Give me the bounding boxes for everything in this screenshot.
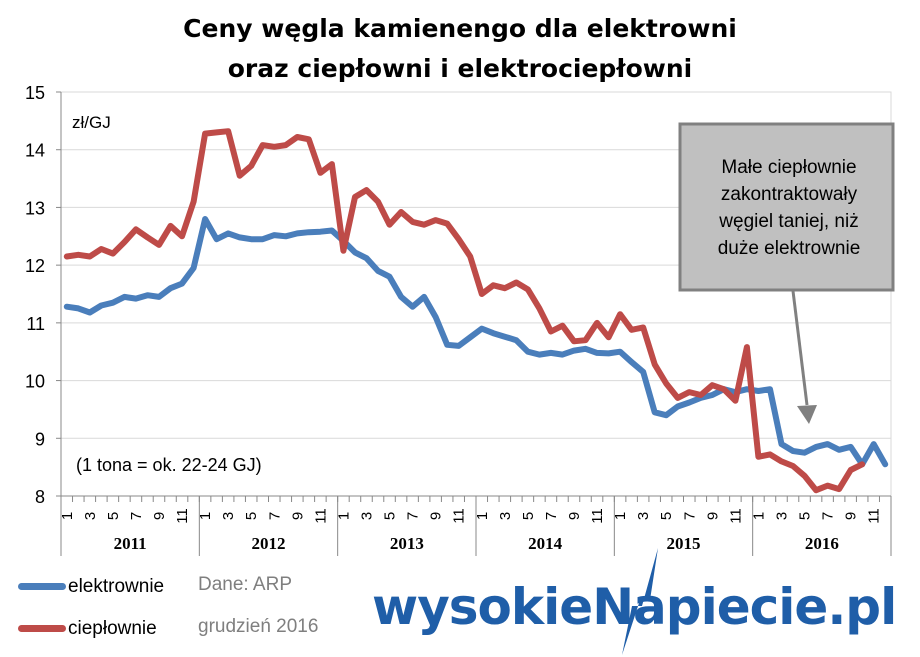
chart-title-line-1: Ceny węgla kamienengo dla elektrowni xyxy=(183,14,737,43)
x-month-label: 9 xyxy=(428,512,445,520)
x-month-label: 11 xyxy=(589,508,606,524)
callout-text-line: Małe ciepłownie xyxy=(721,157,856,178)
x-month-label: 11 xyxy=(312,508,329,524)
legend-swatch-elektrownie xyxy=(18,583,66,591)
x-year-label: 2011 xyxy=(114,534,147,553)
callout-text-line: duże elektrownie xyxy=(718,238,861,259)
x-month-label: 3 xyxy=(773,512,790,520)
x-month-label: 11 xyxy=(727,508,744,524)
x-month-label: 5 xyxy=(243,512,260,520)
x-month-label: 3 xyxy=(635,512,652,520)
y-tick-label: 14 xyxy=(25,141,45,161)
x-month-label: 3 xyxy=(358,512,375,520)
callout-arrow-line xyxy=(791,290,809,406)
x-month-label: 5 xyxy=(105,512,122,520)
y-tick-label: 9 xyxy=(35,429,45,449)
x-month-label: 1 xyxy=(335,512,352,520)
x-month-label: 9 xyxy=(289,512,306,520)
x-year-label: 2016 xyxy=(805,534,839,553)
x-year-label: 2013 xyxy=(390,534,424,553)
x-month-label: 3 xyxy=(220,512,237,520)
series-line-cieplownie xyxy=(63,128,866,494)
x-month-label: 7 xyxy=(128,512,145,520)
source-date: grudzień 2016 xyxy=(198,616,319,637)
x-month-label: 7 xyxy=(405,512,422,520)
callout-text-line: zakontraktowały xyxy=(721,184,858,205)
x-month-label: 1 xyxy=(197,512,214,520)
x-month-label: 9 xyxy=(843,512,860,520)
x-month-label: 9 xyxy=(704,512,721,520)
x-year-label: 2014 xyxy=(528,534,563,553)
chart-title-line-2: oraz ciepłowni i elektrociepłowni xyxy=(227,54,693,83)
x-month-label: 3 xyxy=(497,512,514,520)
x-month-label: 9 xyxy=(566,512,583,520)
x-month-label: 11 xyxy=(451,508,468,524)
callout-box xyxy=(678,122,895,292)
x-month-label: 1 xyxy=(474,512,491,520)
x-month-label: 7 xyxy=(820,512,837,520)
y-tick-label: 15 xyxy=(25,83,45,103)
source-label: Dane: ARP xyxy=(198,574,292,595)
x-month-label: 7 xyxy=(681,512,698,520)
x-month-label: 5 xyxy=(382,512,399,520)
y-axis-unit-label: zł/GJ xyxy=(72,113,111,132)
x-month-label: 1 xyxy=(59,512,76,520)
legend-item-cieplownie: ciepłownie xyxy=(18,618,157,640)
x-month-label: 3 xyxy=(82,512,99,520)
x-year-label: 2015 xyxy=(667,534,701,553)
callout-arrow-head xyxy=(797,405,817,424)
legend-swatch-cieplownie xyxy=(18,625,66,633)
y-tick-label: 12 xyxy=(25,256,45,276)
brand-logo: wysokieNapiecie.pl xyxy=(372,578,897,636)
legend-label-cieplownie: ciepłownie xyxy=(68,618,157,639)
logo-lightning-icon xyxy=(622,548,658,655)
x-month-label: 7 xyxy=(266,512,283,520)
x-month-label: 7 xyxy=(543,512,560,520)
legend-label-elektrownie: elektrownie xyxy=(68,576,165,597)
x-month-label: 1 xyxy=(612,512,629,520)
x-month-label: 11 xyxy=(174,508,191,524)
legend-item-elektrownie: elektrownie xyxy=(18,576,164,598)
y-tick-label: 11 xyxy=(26,314,45,334)
x-year-label: 2012 xyxy=(252,534,286,553)
x-month-label: 1 xyxy=(750,512,767,520)
x-month-label: 9 xyxy=(151,512,168,520)
x-month-label: 5 xyxy=(797,512,814,520)
x-month-label: 5 xyxy=(658,512,675,520)
x-month-label: 11 xyxy=(866,508,883,524)
y-tick-label: 10 xyxy=(25,372,45,392)
y-tick-label: 8 xyxy=(35,487,45,507)
y-tick-label: 13 xyxy=(25,198,45,218)
x-month-label: 5 xyxy=(520,512,537,520)
callout-text-line: węgiel taniej, niż xyxy=(718,211,858,232)
units-note: (1 tona = ok. 22-24 GJ) xyxy=(76,455,262,475)
